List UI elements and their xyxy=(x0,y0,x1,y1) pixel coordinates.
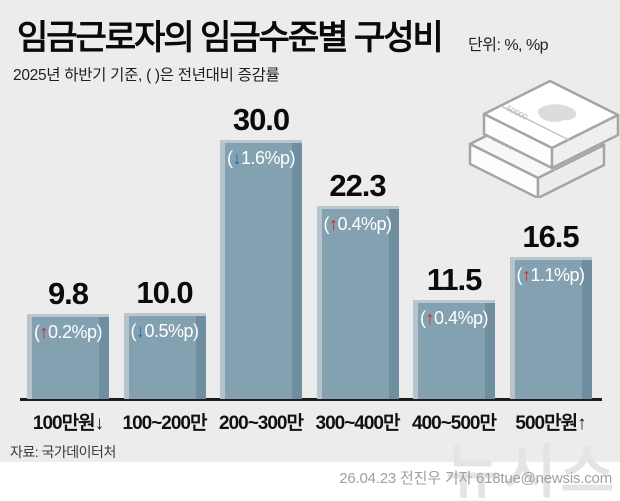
change-arrow-icon: ↑ xyxy=(521,265,531,285)
bar-change-label: (↑0.2%p) xyxy=(33,322,103,342)
credit-line: 26.04.23 전진우 기자 618tue@newsis.com xyxy=(339,470,612,487)
bar-group: 22.3 (↑0.4%p) 300~400만 xyxy=(316,168,401,434)
bar: (↓1.6%p) xyxy=(220,140,302,399)
newsis-watermark: 뉴시스 xyxy=(445,440,618,501)
bar-category-label: 300~400만 xyxy=(315,413,401,434)
change-arrow-icon: ↓ xyxy=(232,148,241,168)
footer-strip xyxy=(0,462,620,501)
source-label: 자료: 국가데이터처 xyxy=(10,444,116,460)
bar-change-label: (↓1.6%p) xyxy=(226,148,296,168)
bar-change-label: (↑0.4%p) xyxy=(323,214,392,234)
change-arrow-icon: ↑ xyxy=(39,322,48,342)
bar-change-label: (↑1.1%p) xyxy=(516,265,585,285)
bar-group: 11.5 (↑0.4%p) 400~500만 xyxy=(412,262,497,434)
unit-label: 단위: %, %p xyxy=(468,37,549,54)
bar-change-label: (↓0.5%p) xyxy=(130,321,199,341)
x-axis-line xyxy=(20,398,602,401)
bar: (↑0.4%p) xyxy=(413,300,495,399)
bar: (↓0.5%p) xyxy=(123,313,206,399)
bar: (↑0.4%p) xyxy=(316,206,399,399)
bar-group: 30.0 (↓1.6%p) 200~300만 xyxy=(219,102,304,434)
bar-group: 16.5 (↑1.1%p) 500만원↑ xyxy=(509,219,592,434)
change-arrow-icon: ↓ xyxy=(135,321,145,341)
bar-group: 9.8 (↑0.2%p) 100만원↓ xyxy=(27,276,109,434)
bar-value-label: 9.8 xyxy=(47,276,89,311)
bar-value-label: 22.3 xyxy=(329,168,386,203)
bar-value-label: 10.0 xyxy=(136,275,193,310)
bar-category-label: 400~500만 xyxy=(412,413,497,434)
bar-value-label: 30.0 xyxy=(232,102,290,137)
money-stack-icon: 50000 50000 xyxy=(468,79,620,198)
change-arrow-icon: ↑ xyxy=(425,308,434,328)
bar-category-label: 100만원↓ xyxy=(32,413,104,434)
bar: (↑0.2%p) xyxy=(27,314,109,399)
bar-value-label: 16.5 xyxy=(522,219,579,254)
bar-category-label: 500만원↑ xyxy=(515,413,586,434)
bar-category-label: 200~300만 xyxy=(219,413,304,434)
page-title: 임금근로자의 임금수준별 구성비 xyxy=(17,19,444,57)
subtitle: 2025년 하반기 기준, ( )은 전년대비 증감률 xyxy=(13,67,280,84)
bar-value-label: 11.5 xyxy=(426,262,483,297)
bar: (↑1.1%p) xyxy=(509,257,592,399)
bar-change-label: (↑0.4%p) xyxy=(419,308,489,328)
bar-group: 10.0 (↓0.5%p) 100~200만 xyxy=(123,275,208,434)
bar-category-label: 100~200만 xyxy=(122,413,208,434)
change-arrow-icon: ↑ xyxy=(328,214,338,234)
